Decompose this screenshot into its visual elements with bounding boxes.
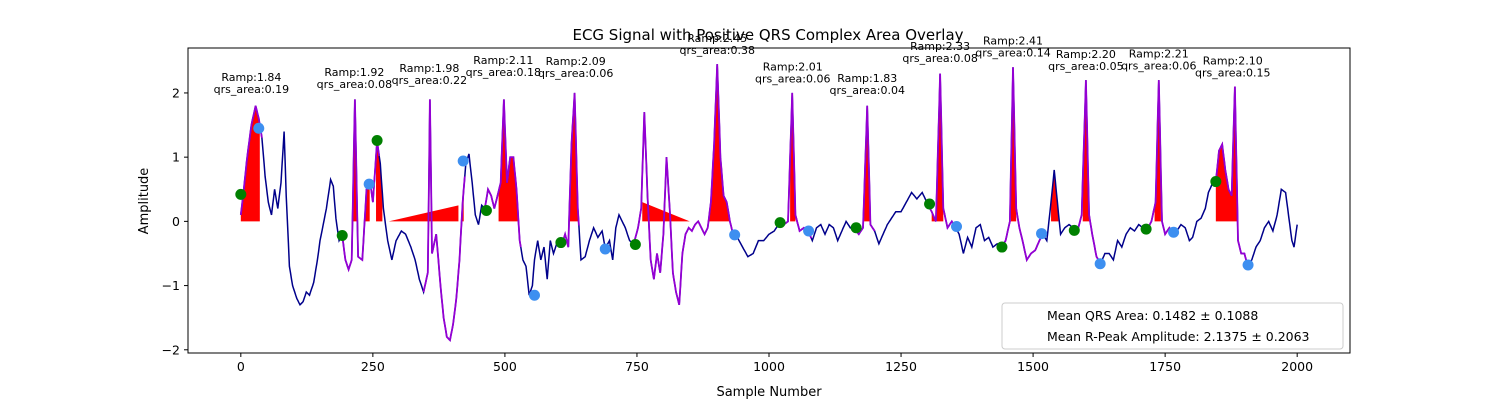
- ecg-signal-line: [240, 64, 1298, 342]
- qrs-area-fill: [388, 205, 459, 222]
- ramp-annotation: Ramp:1.83: [837, 72, 897, 85]
- y-axis: −2 −1 0 1 2: [162, 85, 188, 357]
- q-point: [235, 188, 247, 200]
- q-point: [1068, 224, 1080, 236]
- x-tick-label: 1250: [885, 359, 917, 374]
- ramp-annotation: Ramp:1.98: [399, 62, 459, 75]
- qrs-area-fill: [346, 99, 370, 222]
- legend: Mean QRS Area: 0.1482 ± 0.1088 Mean R-Pe…: [1001, 302, 1344, 350]
- qrs-segment-line: [779, 92, 813, 239]
- q-point: [1140, 223, 1152, 235]
- s-point: [951, 221, 963, 233]
- s-point: [1036, 228, 1048, 240]
- s-point: [803, 225, 815, 237]
- qrs-area-annotation: qrs_area:0.08: [902, 52, 977, 65]
- y-tick-label: 1: [172, 150, 180, 165]
- q-point: [371, 134, 383, 146]
- s-point: [599, 243, 611, 255]
- q-point: [480, 204, 492, 216]
- qrs-segment-line: [853, 105, 876, 236]
- ramp-annotation: Ramp:1.84: [221, 71, 281, 84]
- x-tick-label: 1000: [753, 359, 785, 374]
- s-point: [253, 122, 265, 134]
- qrs-segment-line: [1000, 67, 1042, 263]
- ramp-annotation: Ramp:2.20: [1056, 48, 1116, 61]
- s-point: [1168, 226, 1180, 238]
- q-point: [774, 217, 786, 229]
- q-point: [1210, 176, 1222, 188]
- qrs-area-annotation: qrs_area:0.14: [975, 47, 1050, 60]
- qrs-segment-line: [926, 73, 955, 231]
- legend-entry-qrs-area: Mean QRS Area: 0.1482 ± 0.1088: [1047, 308, 1258, 323]
- q-point: [555, 237, 567, 249]
- plot-area: Ramp:1.84qrs_area:0.19Ramp:1.92qrs_area:…: [214, 32, 1298, 343]
- qrs-area-fill: [1051, 170, 1059, 222]
- y-tick-label: 2: [172, 85, 180, 100]
- x-tick-label: 2000: [1281, 359, 1313, 374]
- x-tick-label: 1750: [1149, 359, 1181, 374]
- qrs-area-annotation: qrs_area:0.15: [1195, 67, 1270, 80]
- chart-title: ECG Signal with Positive QRS Complex Are…: [572, 26, 963, 44]
- q-point: [336, 229, 348, 241]
- x-axis: 0 250 500 750 1000 1250 1500 1750 2000: [237, 353, 1313, 374]
- x-tick-label: 0: [237, 359, 245, 374]
- qrs-segment-line: [561, 92, 580, 248]
- q-point: [850, 222, 862, 234]
- s-point: [1094, 258, 1106, 270]
- legend-entry-r-peak: Mean R-Peak Amplitude: 2.1375 ± 0.2063: [1047, 329, 1310, 344]
- qrs-area-annotation: qrs_area:0.18: [466, 66, 541, 79]
- q-point: [629, 238, 641, 250]
- legend-box: [1001, 302, 1344, 350]
- y-tick-label: −1: [162, 278, 180, 293]
- ramp-annotation: Ramp:2.10: [1203, 55, 1263, 68]
- s-point: [528, 289, 540, 301]
- s-point: [363, 178, 375, 190]
- qrs-area-annotation: qrs_area:0.04: [830, 84, 905, 97]
- x-tick-label: 1500: [1017, 359, 1049, 374]
- qrs-area-annotation: qrs_area:0.05: [1048, 60, 1123, 73]
- ramp-annotation: Ramp:2.11: [473, 54, 533, 67]
- x-tick-label: 250: [361, 359, 385, 374]
- qrs-area-annotation: qrs_area:0.19: [214, 83, 289, 96]
- qrs-area-fill: [376, 141, 383, 222]
- s-point: [1242, 259, 1254, 271]
- qrs-area-annotation: qrs_area:0.38: [680, 44, 755, 57]
- ramp-annotation: Ramp:2.21: [1129, 47, 1189, 60]
- qrs-segment-line: [239, 105, 263, 216]
- qrs-area-annotation: qrs_area:0.06: [1121, 59, 1196, 72]
- s-point: [457, 155, 469, 167]
- s-point: [729, 229, 741, 241]
- y-tick-label: 0: [172, 214, 180, 229]
- qrs-area-fill: [1215, 86, 1237, 222]
- qrs-segment-line: [632, 64, 735, 306]
- qrs-area-fill: [557, 92, 614, 222]
- q-point: [924, 198, 936, 210]
- ramp-annotation: Ramp:2.41: [983, 35, 1043, 48]
- ramp-annotation: Ramp:1.92: [324, 66, 384, 79]
- ramp-annotation: Ramp:2.33: [910, 40, 970, 53]
- qrs-segment-line: [340, 99, 381, 273]
- qrs-area-annotation: qrs_area:0.06: [538, 67, 613, 80]
- qrs-area-annotation: qrs_area:0.06: [755, 72, 830, 85]
- x-tick-label: 500: [493, 359, 517, 374]
- y-axis-label: Amplitude: [137, 168, 152, 235]
- qrs-area-annotation: qrs_area:0.22: [392, 74, 467, 87]
- y-tick-label: −2: [162, 342, 180, 357]
- qrs-area-fill: [642, 202, 690, 222]
- ramp-annotation: Ramp:2.01: [763, 60, 823, 73]
- qrs-segment-line: [1214, 86, 1248, 262]
- qrs-segment-line: [483, 99, 522, 248]
- qrs-segment-line: [422, 99, 466, 343]
- x-axis-label: Sample Number: [716, 385, 822, 400]
- ramp-annotation: Ramp:2.45: [687, 32, 747, 45]
- x-tick-label: 750: [625, 359, 649, 374]
- ramp-annotation: Ramp:2.09: [546, 55, 606, 68]
- qrs-area-annotation: qrs_area:0.08: [317, 78, 392, 91]
- q-point: [996, 241, 1008, 253]
